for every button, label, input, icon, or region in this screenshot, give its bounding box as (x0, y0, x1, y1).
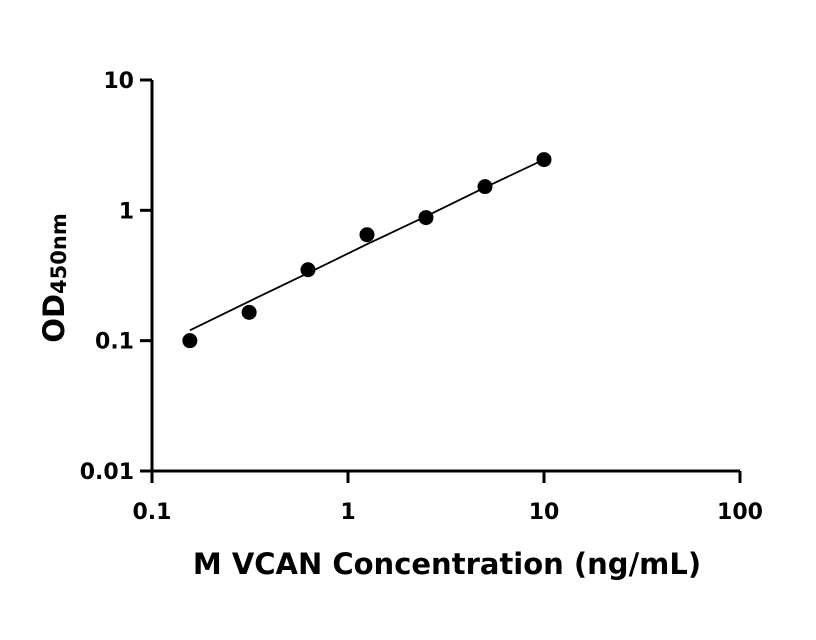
data-point (477, 179, 493, 195)
y-tick-label: 0.1 (95, 330, 134, 355)
data-point (359, 227, 375, 243)
data-point (300, 262, 316, 278)
x-tick-label: 1 (340, 500, 355, 525)
data-points (182, 152, 552, 349)
x-tick-label: 100 (717, 500, 763, 525)
y-tick-label: 10 (103, 69, 134, 94)
x-axis-title: M VCAN Concentration (ng/mL) (193, 547, 701, 581)
axes (150, 80, 740, 473)
x-tick-label: 0.1 (133, 500, 172, 525)
y-axis-title: OD450nm (37, 213, 71, 342)
y-ticks: 0.01 0.1 1 10 (80, 69, 152, 485)
x-ticks: 0.1 1 10 100 (133, 471, 763, 525)
y-tick-label: 0.01 (80, 460, 134, 485)
data-point (182, 333, 198, 349)
y-axis-title-subscript: 450nm (47, 213, 71, 294)
data-point (418, 210, 434, 226)
data-point (536, 152, 552, 168)
data-point (241, 304, 257, 320)
y-axis-title-main: OD (37, 294, 71, 343)
y-tick-label: 1 (119, 199, 134, 224)
x-tick-label: 10 (529, 500, 560, 525)
